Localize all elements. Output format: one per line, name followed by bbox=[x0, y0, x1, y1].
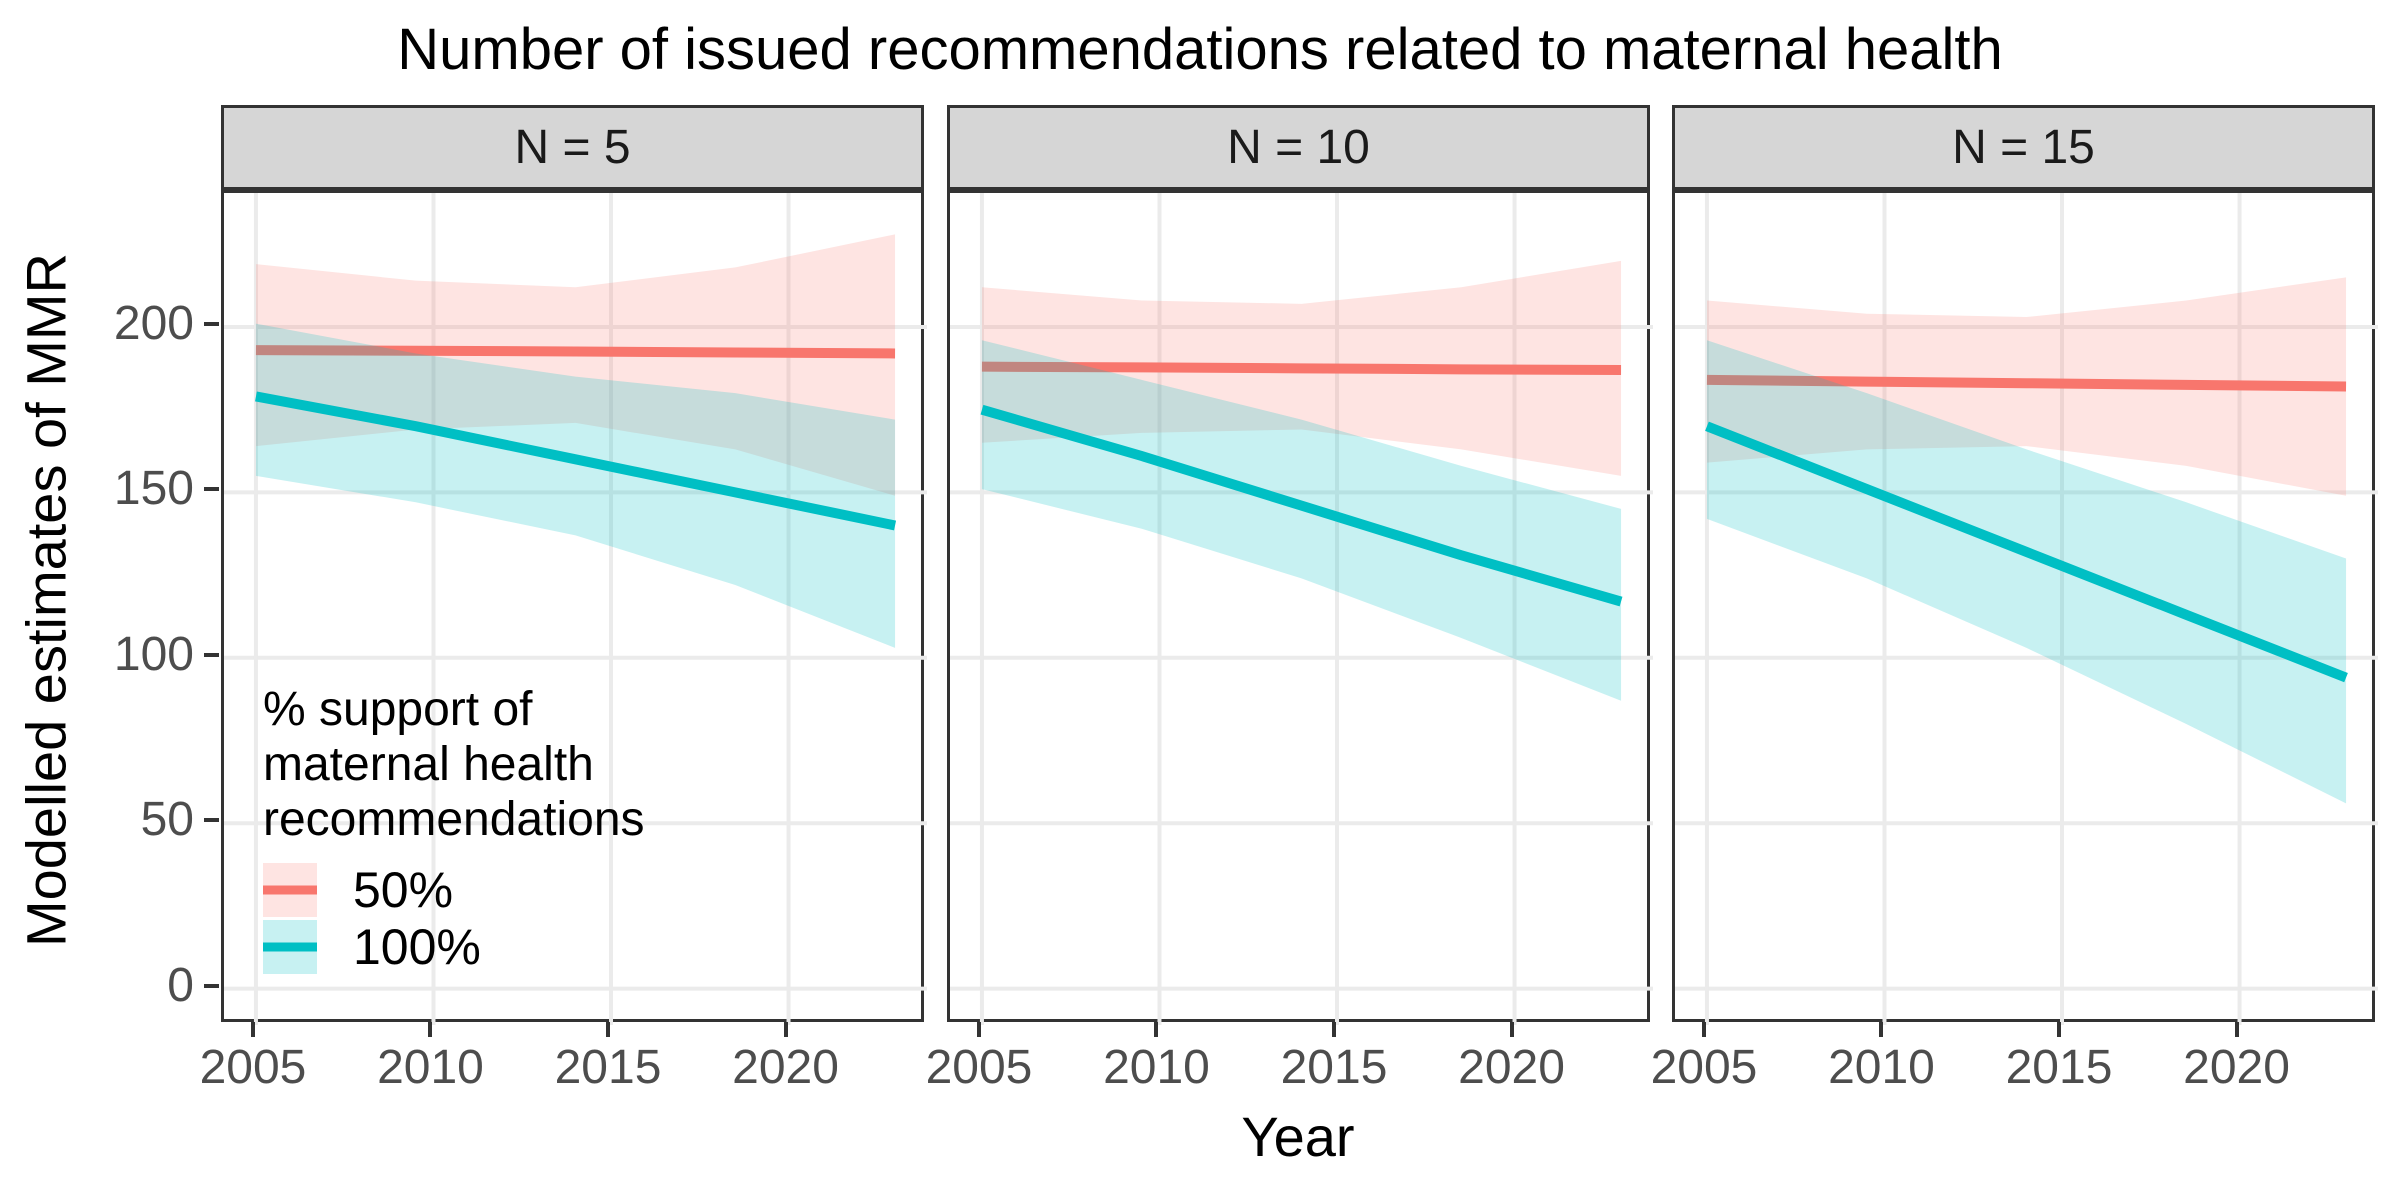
facet-strip-label: N = 5 bbox=[514, 121, 631, 174]
y-tick-mark bbox=[204, 818, 219, 823]
x-tick-label: 2015 bbox=[1280, 1041, 1388, 1094]
legend-title: % support of maternal health recommendat… bbox=[263, 682, 645, 847]
legend-key-50-line bbox=[263, 885, 317, 895]
x-tick-label: 2010 bbox=[1103, 1041, 1210, 1094]
y-tick-label: 200 bbox=[113, 296, 194, 350]
legend-key-100-swatch bbox=[263, 920, 317, 974]
x-tick-label: 2015 bbox=[554, 1041, 662, 1094]
panel-plot-area bbox=[224, 193, 927, 1025]
x-tick-label: 2020 bbox=[732, 1041, 839, 1094]
x-tick-label: 2010 bbox=[377, 1041, 484, 1094]
facet-panel-n15 bbox=[1672, 190, 2378, 1025]
y-tick-label: 50 bbox=[140, 793, 194, 847]
x-axis-title: Year bbox=[1241, 1105, 1355, 1168]
x-tick-label: 2015 bbox=[2005, 1041, 2113, 1094]
legend-items: 50% 100% bbox=[263, 863, 645, 974]
y-tick-label: 150 bbox=[113, 462, 194, 516]
facet-strip-label: N = 15 bbox=[1952, 121, 2095, 174]
legend-key-50-swatch bbox=[263, 863, 317, 917]
x-tick-mark bbox=[1154, 1022, 1159, 1037]
x-tick-label: 2005 bbox=[1650, 1041, 1758, 1094]
legend-title-line: % support of bbox=[263, 683, 533, 736]
x-tick-mark bbox=[2234, 1022, 2239, 1037]
facet-strip-n5: N = 5 bbox=[221, 105, 924, 190]
legend-item-50: 50% bbox=[263, 863, 645, 917]
legend-title-line: recommendations bbox=[263, 793, 645, 846]
facet-panel-n5 bbox=[221, 190, 927, 1025]
facet-strip-label: N = 10 bbox=[1227, 121, 1370, 174]
legend-label-50: 50% bbox=[353, 862, 454, 918]
chart-title: Number of issued recommendations related… bbox=[397, 17, 2003, 82]
x-tick-label: 2010 bbox=[1828, 1041, 1935, 1094]
legend: % support of maternal health recommendat… bbox=[263, 682, 645, 977]
y-tick-mark bbox=[204, 652, 219, 657]
x-tick-mark bbox=[1509, 1022, 1514, 1037]
x-tick-label: 2020 bbox=[1458, 1041, 1565, 1094]
legend-label-100: 100% bbox=[353, 919, 481, 975]
y-tick-mark bbox=[204, 983, 219, 988]
y-tick-label: 100 bbox=[113, 627, 194, 681]
x-tick-mark bbox=[783, 1022, 788, 1037]
legend-key-100-line bbox=[263, 942, 317, 952]
x-tick-mark bbox=[1332, 1022, 1336, 1037]
x-tick-mark bbox=[976, 1022, 981, 1037]
x-tick-label: 2005 bbox=[199, 1041, 307, 1094]
x-tick-mark bbox=[2057, 1022, 2061, 1037]
x-tick-mark bbox=[428, 1022, 433, 1037]
y-tick-mark bbox=[204, 321, 219, 326]
x-tick-mark bbox=[1701, 1022, 1706, 1037]
x-tick-mark bbox=[250, 1022, 255, 1037]
panel-plot-area bbox=[1675, 193, 2378, 1025]
x-tick-mark bbox=[1879, 1022, 1884, 1037]
legend-title-line: maternal health bbox=[263, 738, 594, 791]
facet-strip-n10: N = 10 bbox=[947, 105, 1650, 190]
panel-plot-area bbox=[950, 193, 1653, 1025]
x-tick-mark bbox=[606, 1022, 610, 1037]
y-tick-mark bbox=[204, 487, 219, 492]
y-tick-label: 0 bbox=[167, 958, 194, 1012]
facet-strip-n15: N = 15 bbox=[1672, 105, 2375, 190]
x-tick-label: 2005 bbox=[925, 1041, 1033, 1094]
facet-panel-n10 bbox=[947, 190, 1653, 1025]
x-tick-label: 2020 bbox=[2183, 1041, 2290, 1094]
legend-item-100: 100% bbox=[263, 920, 645, 974]
